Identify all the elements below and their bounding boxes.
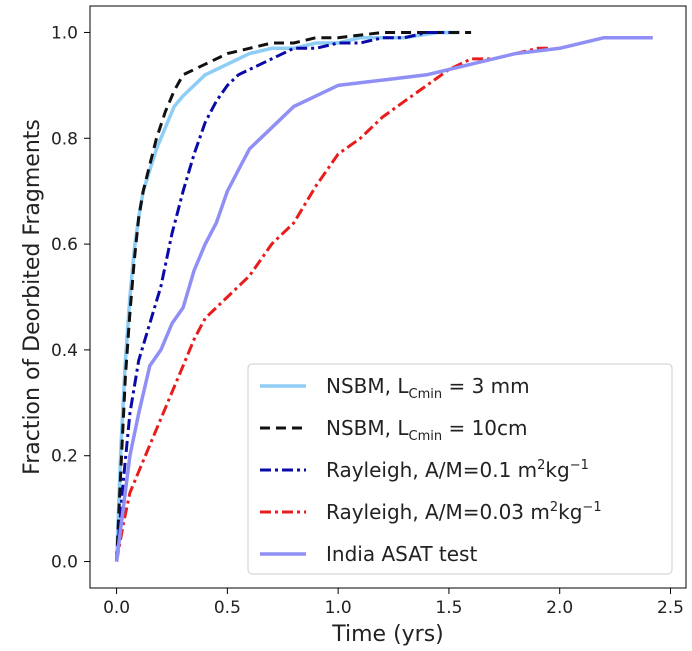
- x-tick-label: 2.0: [546, 598, 573, 618]
- x-axis-label: Time (yrs): [331, 622, 444, 647]
- x-tick-label: 1.0: [325, 598, 352, 618]
- series-line-rayleigh003: [115, 46, 549, 562]
- plot-frame: [89, 5, 687, 589]
- legend-label-nsbm10cm: NSBM, LCmin = 10cm: [326, 416, 528, 444]
- series-layer: [114, 30, 653, 562]
- legend: NSBM, LCmin = 3 mm NSBM, LCmin = 10cm Rayl…: [247, 363, 673, 575]
- y-axis-label: Fraction of Deorbited Fragments: [20, 119, 45, 475]
- legend-label-nsbm3mm: NSBM, LCmin = 3 mm: [326, 374, 530, 402]
- x-tick-label: 2.5: [657, 598, 684, 618]
- y-tick-label: 0.4: [51, 341, 78, 361]
- y-tick-label: 0.8: [51, 129, 78, 149]
- legend-label-india: India ASAT test: [326, 542, 477, 566]
- series-line-rayleigh01: [115, 31, 449, 562]
- y-tick-label: 0.2: [51, 447, 78, 467]
- series-line-nsbm10cm: [115, 31, 472, 562]
- legend-label-rayleigh003: Rayleigh, A/M=0.03 m2kg−1: [326, 500, 602, 524]
- x-tick-label: 0.0: [103, 598, 130, 618]
- x-axis-ticks: 0.0 0.5 1.0 1.5 2.0 2.5: [103, 588, 684, 618]
- series-line-india: [114, 35, 653, 562]
- y-axis-ticks: 0.0 0.2 0.4 0.6 0.8 1.0: [51, 23, 90, 573]
- legend-box: [247, 363, 673, 575]
- y-tick-label: 1.0: [51, 23, 78, 43]
- y-tick-label: 0.6: [51, 235, 78, 255]
- x-tick-label: 0.5: [214, 598, 241, 618]
- series-line-nsbm3mm: [114, 30, 460, 562]
- legend-label-rayleigh01: Rayleigh, A/M=0.1 m2kg−1: [326, 458, 589, 482]
- x-tick-label: 1.5: [435, 598, 462, 618]
- y-tick-label: 0.0: [51, 553, 78, 573]
